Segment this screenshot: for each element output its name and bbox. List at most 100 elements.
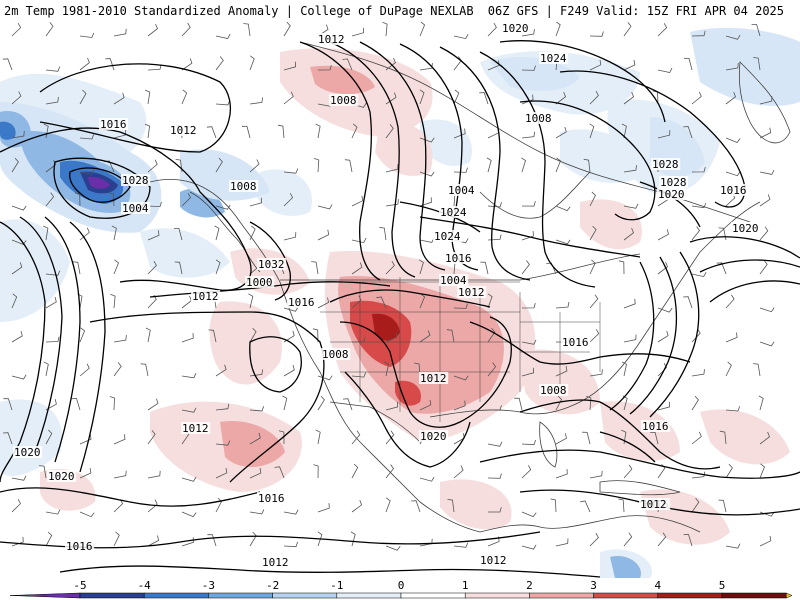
isobar-label: 1020: [658, 188, 685, 201]
wind-barb: [283, 193, 294, 207]
wind-barb: [725, 294, 735, 309]
wind-barb: [214, 225, 220, 241]
isobar-label-bg: [191, 290, 221, 302]
wind-barb: [759, 341, 775, 347]
wind-barb: [45, 336, 60, 343]
isobar-label-bg: [419, 372, 449, 384]
isobar: [59, 565, 601, 578]
wind-barb: [342, 58, 353, 71]
wind-barb: [521, 302, 536, 309]
wind-barb: [249, 159, 260, 173]
wind-barb: [11, 293, 18, 309]
wind-barb: [43, 225, 49, 241]
country-border: [280, 253, 641, 281]
colorbar-tick-label: -1: [330, 579, 343, 592]
colorbar-swatch: [336, 592, 402, 599]
wind-barb: [79, 169, 95, 175]
wind-barb: [79, 134, 95, 140]
wind-barb: [487, 22, 497, 37]
wind-barb: [759, 96, 773, 105]
wind-barb: [11, 130, 25, 139]
wind-barb: [621, 361, 627, 377]
wind-barb: [657, 363, 667, 377]
wind-barb: [479, 92, 489, 105]
wind-barb: [249, 55, 255, 71]
wind-barb: [379, 227, 387, 241]
wind-barb: [351, 430, 361, 445]
wind-barb: [181, 22, 191, 37]
isobar: [359, 41, 446, 271]
warm-anomaly-area: [375, 121, 433, 176]
wind-barb: [691, 395, 699, 411]
isobar-label: 1016: [642, 420, 669, 433]
wind-barb: [181, 511, 197, 518]
coastline: [189, 191, 261, 273]
wind-barb: [488, 507, 502, 513]
isobar: [69, 167, 131, 203]
colorbar-swatch: [272, 592, 338, 599]
wind-barb: [113, 335, 127, 343]
wind-barb: [691, 91, 702, 105]
wind-barb: [589, 191, 596, 207]
cool-anomaly-area: [0, 399, 62, 476]
wind-barb: [555, 157, 561, 173]
wind-barb: [215, 403, 230, 411]
wind-barb: [79, 57, 90, 71]
wind-barb: [385, 430, 395, 445]
wind-barb: [453, 542, 469, 548]
wind-barb: [11, 330, 23, 343]
wind-barb: [249, 406, 265, 412]
anomaly-map: 1012 1020 1024 1008 1016 1012 1008 1028 1028 1004…: [0, 22, 800, 578]
isobar-label-bg: [257, 492, 287, 504]
wind-barb: [419, 22, 426, 37]
coastline: [429, 201, 761, 418]
wind-barb: [453, 303, 468, 309]
wind-barb: [691, 30, 706, 37]
wind-barb: [725, 361, 732, 377]
isobar-label-bg: [641, 420, 671, 432]
wind-barb: [550, 498, 557, 513]
wind-barb: [215, 204, 231, 210]
wind-barb: [140, 363, 149, 377]
wind-barb: [113, 362, 122, 377]
wind-barb: [72, 261, 81, 275]
wind-barb: [79, 363, 90, 377]
isobar: [339, 316, 512, 428]
isobar-label: 1020: [48, 470, 75, 483]
isobar-label: 1012: [262, 556, 289, 569]
wind-barb: [283, 61, 297, 71]
wind-barb: [555, 538, 569, 547]
wind-barb: [145, 89, 151, 105]
isobar: [639, 181, 701, 228]
wind-barb: [385, 124, 394, 139]
isobar-label: 1028: [652, 158, 679, 171]
wind-barb: [113, 259, 119, 275]
wind-barb: [39, 465, 47, 479]
isobar: [0, 221, 46, 483]
isobar-label: 1004: [448, 184, 475, 197]
wind-barb: [317, 229, 330, 241]
wind-barb: [11, 91, 22, 105]
isobar: [519, 489, 800, 516]
warm-anomaly-area: [395, 380, 421, 406]
wind-barb: [580, 500, 591, 513]
isobar-label-bg: [245, 276, 275, 288]
wind-barb: [487, 405, 502, 411]
wind-barb: [621, 123, 627, 139]
wind-barb: [623, 59, 636, 71]
state-borders: [520, 302, 601, 392]
colorbar-swatch: [593, 592, 659, 599]
isobar: [329, 289, 491, 308]
wind-barb: [446, 329, 455, 343]
wind-barb: [759, 226, 769, 241]
isobar-label: 1016: [288, 296, 315, 309]
wind-barb: [521, 439, 536, 446]
wind-barb: [691, 431, 702, 445]
isobar-label-bg: [261, 556, 291, 568]
wind-barb: [759, 307, 775, 313]
wind-barb: [419, 197, 432, 207]
wind-barb: [215, 440, 231, 446]
isobar-label-bg: [169, 124, 199, 136]
wind-barb: [650, 431, 659, 445]
coastline: [539, 421, 558, 468]
